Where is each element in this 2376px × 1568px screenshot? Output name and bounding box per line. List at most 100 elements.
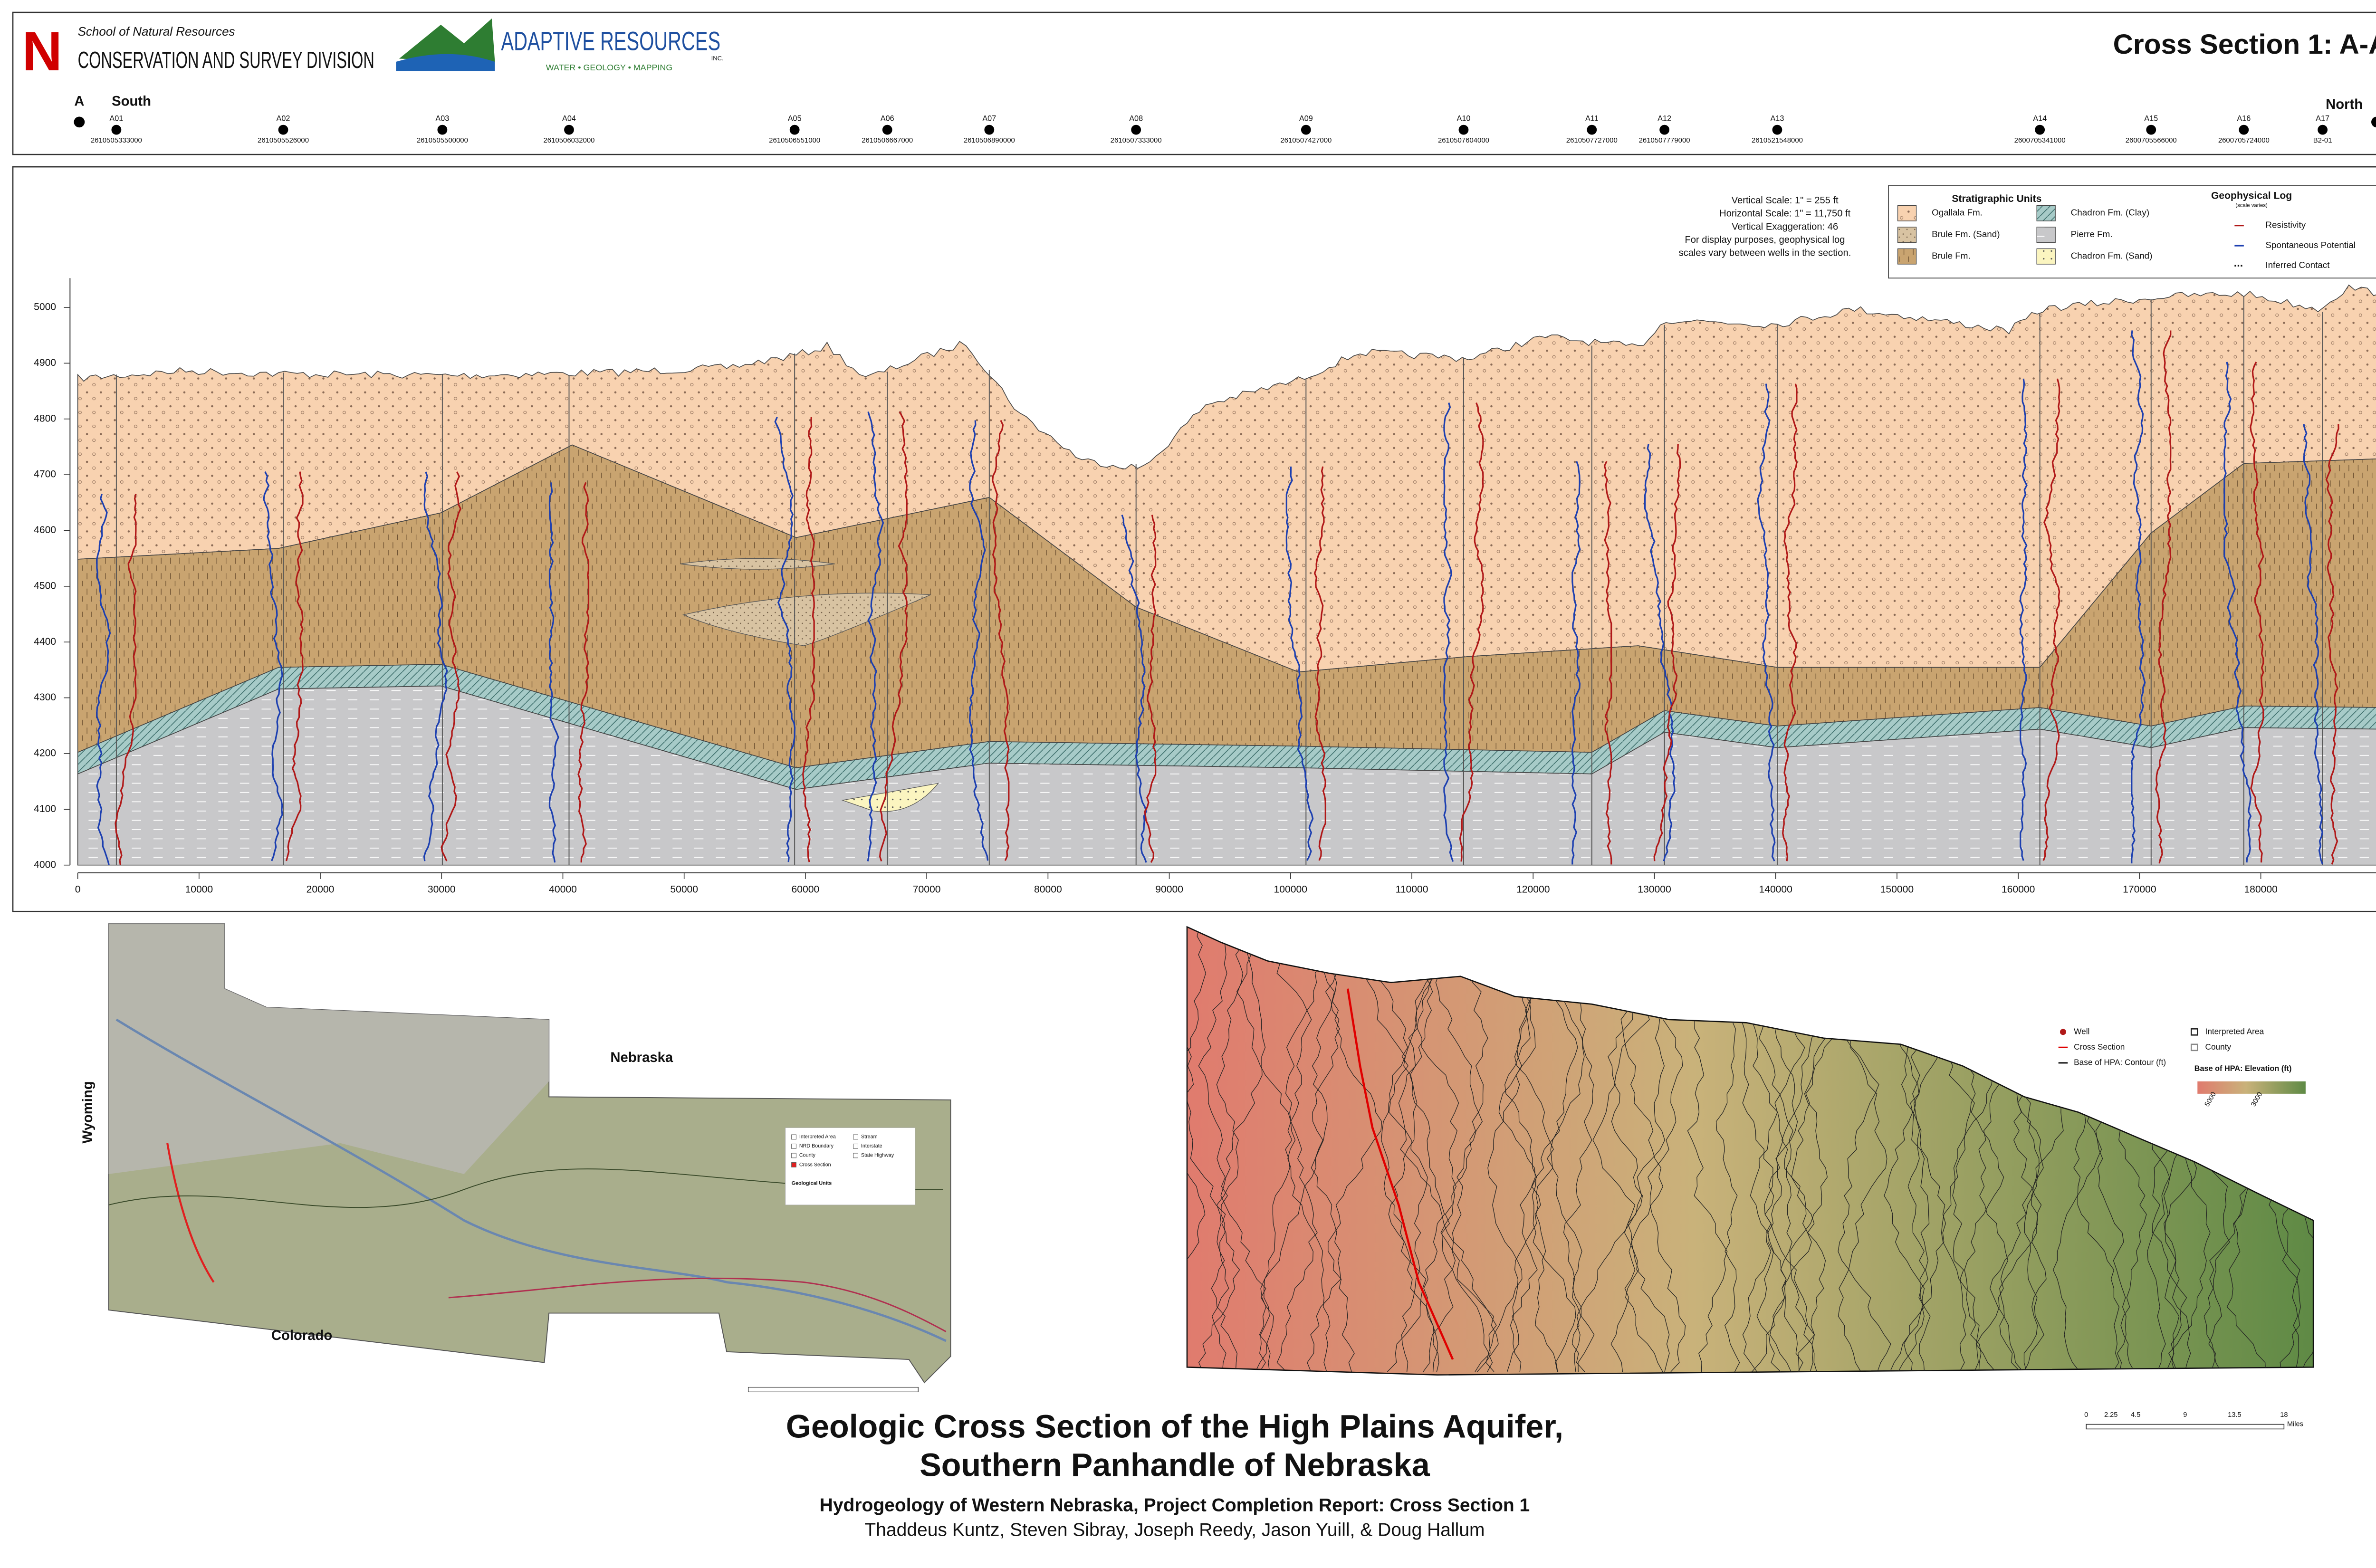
sp-log (2223, 362, 2252, 863)
legend-label: Pierre Fm. (2071, 229, 2113, 239)
direction-label: North (2326, 97, 2363, 112)
x-tick-label: 40000 (549, 884, 577, 895)
y-tick-label: 4900 (34, 357, 56, 368)
legend-swatch (2036, 227, 2056, 243)
well-name: A12 (1657, 115, 1671, 123)
contour-line (1514, 927, 1558, 1372)
well-marker (1772, 124, 1782, 135)
contour-line (1398, 927, 1456, 1372)
well-marker (2146, 124, 2156, 135)
ramp-title: Base of HPA: Elevation (ft) (2194, 1064, 2292, 1073)
map-legend-title: Geological Units (792, 1180, 832, 1186)
map-legend-symbol (2060, 1029, 2066, 1035)
logo-partner-suffix: INC. (711, 55, 724, 62)
well-name: A13 (1770, 115, 1784, 123)
resistivity-log (1653, 444, 1681, 861)
logo-partner: ADAPTIVE RESOURCES (501, 27, 720, 56)
well-id: 2610505333000 (91, 136, 142, 144)
direction-label: South (112, 94, 151, 109)
legend-swatch (2036, 248, 2056, 265)
well-name: A10 (1456, 115, 1470, 123)
sp-log (423, 471, 448, 861)
well-id: 2600705724000 (2218, 136, 2270, 144)
scale-bar (747, 1386, 919, 1393)
well-marker (2318, 124, 2328, 135)
contour-line (1357, 927, 1439, 1372)
contour-line (1276, 927, 1331, 1372)
legend-label: Chadron Fm. (Clay) (2071, 208, 2149, 218)
well-marker (278, 124, 288, 135)
x-tick-label: 180000 (2244, 884, 2278, 895)
resistivity-log (2155, 330, 2172, 864)
legend-label: Brule Fm. (Sand) (1932, 229, 2000, 239)
x-tick-label: 30000 (428, 884, 456, 895)
contour-line (1504, 927, 1552, 1372)
map-legend-label: County (2205, 1042, 2232, 1052)
well-id: 2610507779000 (1639, 136, 1690, 144)
brule-sand-lens (682, 593, 931, 646)
y-tick-label: 4100 (34, 803, 56, 814)
x-tick-label: 100000 (1274, 884, 1308, 895)
sp-log (2303, 424, 2324, 865)
scale-notes: Vertical Scale: 1" = 255 ft Horizontal Sc… (1679, 195, 1851, 258)
map-legend-swatch (791, 1162, 796, 1167)
contour-line (1259, 927, 1346, 1372)
map-legend-label: Cross Section (2074, 1042, 2125, 1052)
cross-section: 4000 4100 4200 4300 4400 4500 4600 4700 4800 4900… (34, 278, 2376, 895)
contour-line (1276, 927, 1325, 1372)
x-tick-label: 70000 (913, 884, 941, 895)
legend-swatch (1897, 248, 1917, 265)
well-name: A16 (2237, 115, 2251, 123)
river (115, 1018, 947, 1342)
sp-log (867, 411, 884, 861)
contour-line (1503, 927, 1541, 1372)
legend-title: Geophysical Log (2211, 190, 2292, 201)
well-id: B2-01 (2313, 136, 2332, 144)
well-name: A09 (1299, 115, 1313, 123)
y-tick-label: 4700 (34, 469, 56, 480)
resistivity-log (577, 482, 590, 863)
well-id: 2610505500000 (417, 136, 468, 144)
map-legend-label: Well (2074, 1026, 2089, 1036)
well-id: 2610507427000 (1280, 136, 1332, 144)
well-id: 2610506890000 (964, 136, 1015, 144)
well-marker (111, 124, 122, 135)
scale-label: 0 (2084, 1411, 2088, 1419)
scale-unit: Miles (2287, 1420, 2303, 1428)
brule-sand-lens (680, 558, 835, 570)
well-name: A06 (881, 115, 894, 123)
well-marker (437, 124, 448, 135)
map-legend-swatch (791, 1153, 796, 1158)
location-map: Wyoming Nebraska Colorado Geological Uni… (80, 923, 951, 1393)
partner-logo-mountain (399, 19, 495, 62)
legend-label: Ogallala Fm. (1932, 208, 1983, 218)
contour-line (1187, 927, 1240, 1372)
well-name: A14 (2033, 115, 2047, 123)
map-legend-label: Interstate (861, 1143, 882, 1149)
well-id: 2610506551000 (769, 136, 820, 144)
y-tick-label: 4300 (34, 692, 56, 703)
contour-line (1452, 927, 1497, 1372)
sp-log (2131, 330, 2146, 864)
contour-line (1371, 927, 1427, 1372)
map-legend-label: County (799, 1153, 816, 1158)
scale-label: 18 (2280, 1411, 2288, 1419)
sp-log (774, 417, 796, 862)
y-tick-label: 5000 (34, 302, 56, 313)
map-upland (108, 924, 549, 1174)
header-frame (12, 11, 2376, 155)
interpreted-area-edge (108, 1168, 943, 1208)
well-marker (1659, 124, 1670, 135)
well-name: A02 (277, 115, 290, 123)
x-tick-label: 170000 (2123, 884, 2156, 895)
well-name: A04 (562, 115, 576, 123)
contour-line (1236, 927, 1293, 1372)
well-id: 2610505526000 (258, 136, 309, 144)
cross-section-line (1346, 988, 1454, 1360)
x-tick-label: 80000 (1034, 884, 1062, 895)
well-name: A07 (982, 115, 996, 123)
well-marker (2035, 124, 2045, 135)
map-legend-symbol (2190, 1028, 2198, 1036)
legend-swatch (1897, 227, 1917, 243)
